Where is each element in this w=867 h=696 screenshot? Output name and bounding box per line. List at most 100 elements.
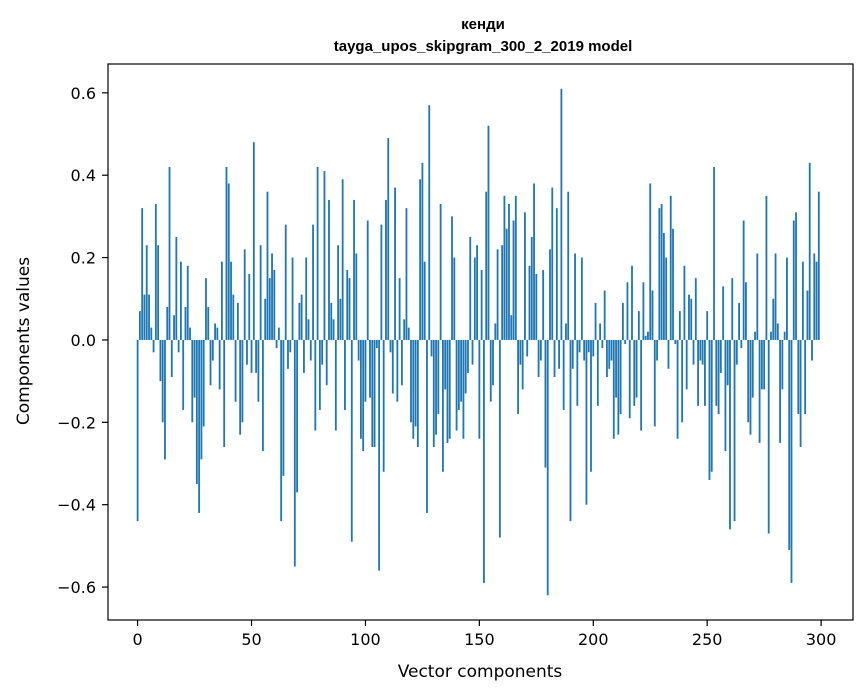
bar — [209, 339, 212, 386]
bar — [455, 339, 458, 431]
bar — [672, 228, 674, 340]
bar — [198, 339, 201, 513]
bar — [143, 294, 146, 340]
bar — [644, 335, 647, 340]
bar — [344, 339, 346, 410]
bar — [767, 339, 770, 534]
bar — [637, 311, 640, 340]
bar — [378, 339, 381, 571]
bar — [733, 339, 736, 522]
bar — [662, 232, 665, 340]
bar — [193, 339, 196, 398]
bar — [508, 204, 510, 340]
bar — [328, 199, 330, 340]
bar — [179, 261, 182, 340]
bar — [649, 183, 652, 340]
x-tick-label: 200 — [578, 630, 609, 649]
bar — [524, 212, 526, 340]
bar — [571, 339, 574, 369]
bar — [606, 339, 608, 378]
bar — [159, 339, 162, 382]
bar — [569, 339, 572, 522]
bar — [380, 224, 383, 340]
bar — [287, 339, 289, 369]
bar — [558, 339, 561, 369]
bar — [779, 339, 781, 443]
bar — [640, 339, 643, 431]
bar — [207, 306, 210, 340]
bar — [211, 339, 214, 361]
bar — [783, 331, 786, 340]
bar — [667, 339, 670, 369]
bar — [555, 208, 558, 340]
bar — [170, 339, 173, 378]
bar — [560, 88, 563, 340]
bar — [391, 339, 394, 394]
bar — [724, 339, 727, 452]
bar — [439, 204, 442, 340]
bar — [348, 278, 351, 340]
bar — [763, 339, 766, 390]
bar — [195, 339, 198, 485]
bar — [432, 339, 435, 448]
bar — [815, 261, 818, 340]
bar — [688, 294, 690, 340]
bar — [792, 220, 795, 340]
bar — [517, 339, 519, 415]
bar — [510, 315, 513, 340]
bar — [239, 339, 242, 435]
bar — [473, 257, 476, 340]
bar — [494, 323, 497, 340]
bar — [396, 339, 399, 402]
bar — [252, 142, 255, 340]
bar — [191, 339, 194, 423]
bar — [457, 339, 460, 410]
bar — [772, 298, 775, 340]
bar — [407, 327, 410, 340]
y-tick-label: −0.4 — [57, 496, 96, 515]
bar — [512, 220, 515, 340]
bar — [505, 228, 508, 340]
bar — [467, 339, 469, 373]
bar — [697, 339, 699, 406]
bar — [141, 208, 144, 340]
y-tick-label: 0.6 — [71, 84, 96, 103]
bar — [184, 306, 187, 340]
bar — [485, 191, 488, 340]
y-tick-label: −0.2 — [57, 413, 96, 432]
bar — [471, 339, 474, 365]
bar — [690, 298, 693, 340]
bar — [243, 249, 246, 340]
bar — [277, 327, 280, 340]
bar — [694, 278, 697, 340]
bar — [647, 331, 649, 340]
bar — [610, 339, 613, 361]
bar — [619, 339, 622, 415]
bar — [246, 339, 248, 365]
x-tick-label: 0 — [133, 630, 143, 649]
bar — [446, 339, 449, 443]
bar — [332, 319, 335, 340]
bar — [225, 166, 228, 340]
bar — [658, 208, 661, 340]
bar — [642, 282, 645, 340]
bar — [280, 339, 283, 522]
bar — [305, 257, 308, 340]
bar — [749, 339, 752, 435]
bar — [706, 311, 709, 340]
bar — [357, 339, 360, 361]
bar — [665, 257, 668, 340]
bar — [291, 257, 294, 340]
bar — [337, 245, 340, 340]
bar — [726, 339, 729, 386]
bar — [758, 339, 761, 443]
bar — [719, 339, 722, 373]
bar — [754, 331, 756, 340]
bar — [742, 220, 745, 340]
bar — [442, 339, 444, 472]
bar — [293, 339, 296, 567]
bar — [227, 183, 230, 340]
bar — [444, 339, 447, 390]
bar — [811, 339, 813, 361]
